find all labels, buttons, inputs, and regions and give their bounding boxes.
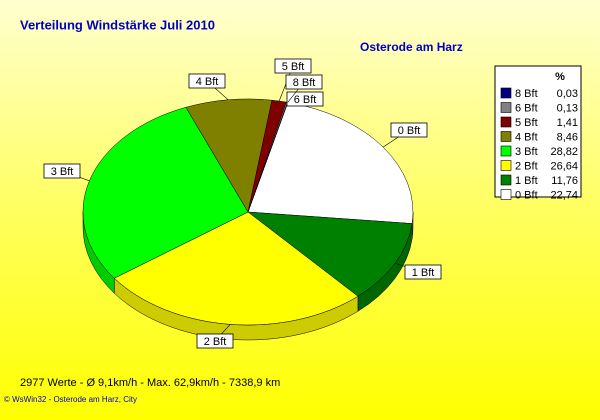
legend-value: 1,41	[557, 117, 578, 129]
slice	[185, 98, 273, 213]
legend-swatch	[500, 87, 512, 99]
footer: 2977 Werte - Ø 9,1km/h - Max. 62,9km/h -…	[20, 377, 280, 389]
slice-label-box	[404, 264, 442, 280]
slice-label-box	[196, 333, 234, 349]
legend-label: 4 Bft	[515, 131, 538, 143]
slice-label-box	[274, 58, 312, 74]
legend-value: 28,82	[550, 146, 578, 158]
slice-label: 8 Bft	[293, 77, 316, 89]
legend-label: 1 Bft	[515, 175, 538, 187]
legend-value: 8,46	[557, 131, 578, 143]
slice-label-box	[188, 73, 226, 89]
chart-title: Verteilung Windstärke Juli 2010	[20, 17, 215, 32]
legend-label: 5 Bft	[515, 117, 538, 129]
legend-swatch	[500, 102, 512, 113]
slice-label: 3 Bft	[51, 166, 74, 178]
slice-label: 6 Bft	[294, 94, 317, 106]
slice	[247, 211, 413, 297]
legend-label: 3 Bft	[515, 146, 538, 158]
slice-label-box	[285, 74, 323, 90]
legend-value: 26,64	[550, 160, 578, 172]
legend-swatch	[500, 131, 512, 142]
slice-label-box	[286, 91, 324, 107]
chart-subtitle: Osterode am Harz	[360, 40, 463, 54]
legend-label: 8 Bft	[515, 88, 538, 100]
legend-swatch	[500, 145, 512, 157]
legend-value: 11,76	[551, 175, 578, 187]
slice-label: 4 Bft	[196, 76, 219, 88]
credit: © WsWin32 - Osterode am Harz, City	[4, 395, 137, 404]
legend-label: 0 Bft	[515, 189, 538, 201]
slice-label: 2 Bft	[204, 336, 227, 348]
slice-label-box	[390, 122, 428, 138]
slice-label-box	[43, 163, 81, 179]
slice	[247, 102, 414, 224]
legend-swatch	[500, 116, 512, 128]
legend-value: 22,74	[550, 189, 578, 201]
legend-swatch	[500, 174, 512, 186]
legend-label: 2 Bft	[515, 160, 538, 172]
legend-label: 6 Bft	[515, 102, 538, 114]
legend-swatch	[500, 189, 512, 200]
legend-value: 0,13	[557, 102, 578, 114]
legend-title: %	[555, 71, 565, 83]
slice-label: 5 Bft	[282, 61, 305, 73]
legend-value: 0,03	[557, 88, 578, 100]
slice-label: 0 Bft	[398, 125, 421, 137]
slice-label: 1 Bft	[412, 267, 435, 279]
legend-swatch	[500, 160, 512, 171]
